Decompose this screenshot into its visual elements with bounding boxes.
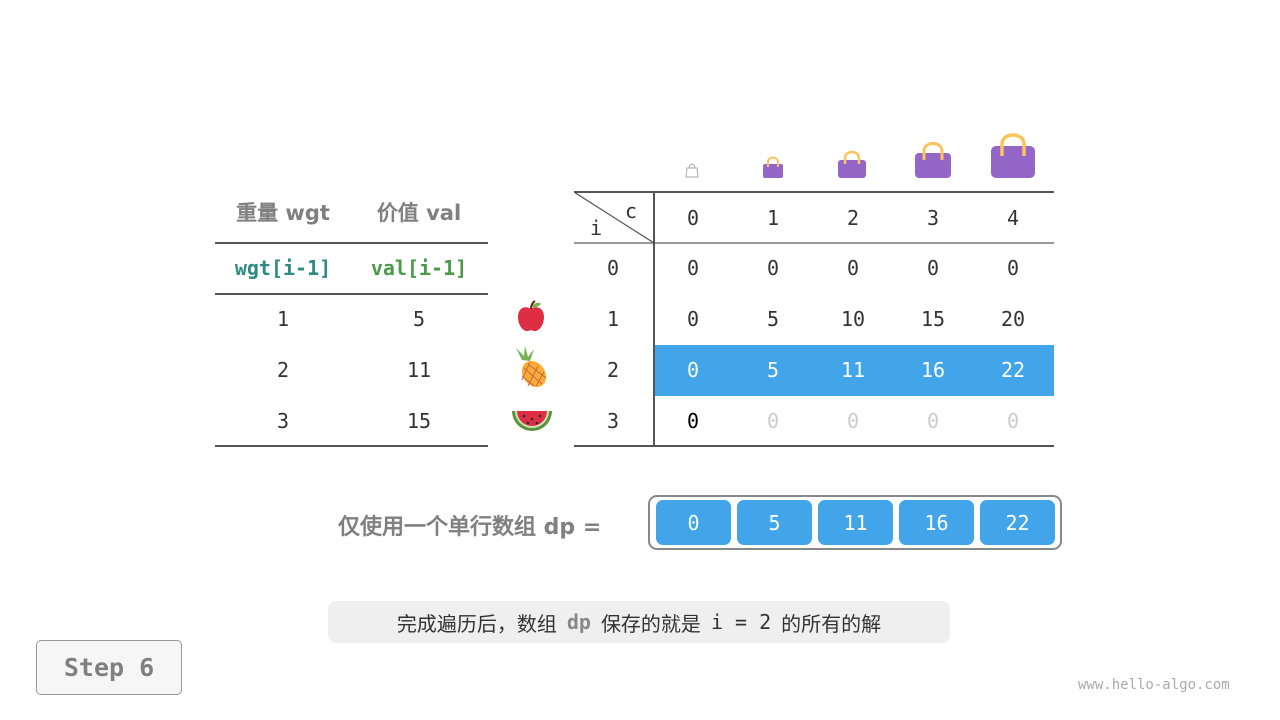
row-header: 3 bbox=[606, 409, 620, 433]
caption-text: 保存的就是 bbox=[600, 611, 701, 636]
dp-cell-highlighted: 11 bbox=[840, 358, 866, 382]
divider bbox=[574, 242, 1054, 244]
caption-text: 的所有的解 bbox=[781, 611, 882, 636]
dp-cell-pending: 0 bbox=[846, 409, 860, 433]
dp-array-cell: 22 bbox=[980, 500, 1055, 545]
dp-cell: 0 bbox=[686, 307, 700, 331]
col-header: 2 bbox=[846, 206, 860, 230]
dp-cell-pending: 0 bbox=[766, 409, 780, 433]
caption-code: dp bbox=[566, 610, 591, 634]
row-header: 1 bbox=[606, 307, 620, 331]
watermelon-icon bbox=[512, 411, 552, 431]
col-header: 1 bbox=[766, 206, 780, 230]
value-cell: 15 bbox=[406, 409, 432, 433]
divider bbox=[574, 191, 1054, 193]
bag-icon bbox=[685, 163, 699, 178]
dp-cell: 0 bbox=[926, 256, 940, 280]
col-header: 3 bbox=[926, 206, 940, 230]
dp-array-cell: 16 bbox=[899, 500, 974, 545]
row-header: 0 bbox=[606, 256, 620, 280]
dp-cell: 0 bbox=[1006, 256, 1020, 280]
dp-array bbox=[648, 495, 1062, 550]
dp-cell: 0 bbox=[686, 409, 700, 433]
dp-cell: 10 bbox=[840, 307, 866, 331]
col-label: c bbox=[624, 199, 638, 223]
dp-cell: 5 bbox=[766, 307, 780, 331]
dp-cell: 0 bbox=[686, 256, 700, 280]
caption-text: 完成遍历后，数组 bbox=[396, 611, 557, 636]
watermark: www.hello-algo.com bbox=[1078, 677, 1230, 693]
bag-icon bbox=[838, 150, 866, 178]
dp-cell: 0 bbox=[766, 256, 780, 280]
header-value: 价值 val bbox=[376, 201, 462, 225]
bag-icon bbox=[763, 156, 783, 178]
caption: 完成遍历后，数组 dp 保存的就是 i = 2 的所有的解 bbox=[328, 601, 950, 643]
dp-cell-pending: 0 bbox=[926, 409, 940, 433]
dp-cell: 20 bbox=[1000, 307, 1026, 331]
col-header: 4 bbox=[1006, 206, 1020, 230]
diagonal-divider bbox=[574, 192, 654, 243]
weight-cell: 3 bbox=[276, 409, 290, 433]
value-cell: 11 bbox=[406, 358, 432, 382]
caption-expr: i = 2 bbox=[710, 610, 772, 634]
subheader-weight: wgt[i-1] bbox=[234, 256, 332, 280]
bag-icon bbox=[915, 142, 951, 178]
divider bbox=[215, 445, 488, 447]
col-header: 0 bbox=[686, 206, 700, 230]
dp-array-cell: 5 bbox=[737, 500, 812, 545]
bag-icon bbox=[991, 133, 1035, 178]
dp-cell-pending: 0 bbox=[1006, 409, 1020, 433]
dp-array-label: 仅使用一个单行数组 dp = bbox=[338, 515, 602, 540]
weight-cell: 1 bbox=[276, 307, 290, 331]
highlight-row bbox=[654, 345, 1054, 396]
apple-icon bbox=[518, 300, 544, 332]
dp-array-cell: 11 bbox=[818, 500, 893, 545]
divider bbox=[653, 192, 655, 446]
pineapple-icon bbox=[516, 346, 547, 388]
dp-cell-highlighted: 22 bbox=[1000, 358, 1026, 382]
divider bbox=[574, 445, 1054, 447]
dp-cell: 0 bbox=[846, 256, 860, 280]
weight-cell: 2 bbox=[276, 358, 290, 382]
row-label: i bbox=[589, 216, 603, 240]
header-weight: 重量 wgt bbox=[236, 201, 330, 225]
dp-cell-highlighted: 0 bbox=[686, 358, 700, 382]
dp-cell: 15 bbox=[920, 307, 946, 331]
row-header: 2 bbox=[606, 358, 620, 382]
divider bbox=[215, 242, 488, 244]
divider bbox=[215, 293, 488, 295]
step-label: Step 6 bbox=[36, 640, 182, 695]
value-cell: 5 bbox=[412, 307, 426, 331]
subheader-value: val[i-1] bbox=[370, 256, 468, 280]
dp-array-cell: 0 bbox=[656, 500, 731, 545]
dp-cell-highlighted: 16 bbox=[920, 358, 946, 382]
dp-cell-highlighted: 5 bbox=[766, 358, 780, 382]
